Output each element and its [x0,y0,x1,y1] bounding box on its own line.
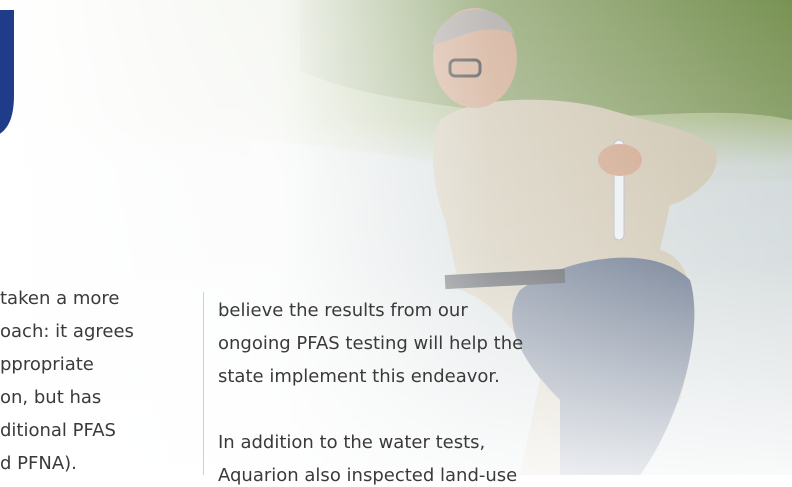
text-line: taken a more [0,288,119,310]
page: taken a more oach: it agrees ppropriate on,… [0,0,792,475]
text-line: state implement this endeavor. [218,366,500,388]
text-line: ditional PFAS [0,420,116,442]
text-line: oach: it agrees [0,321,134,343]
fade-overlay-bottom [0,0,792,475]
text-line: In addition to the water tests, [218,432,485,454]
text-line: Aquarion also inspected land-use [218,465,517,487]
text-line: ongoing PFAS testing will help the [218,333,523,355]
text-line: ppropriate [0,354,94,376]
column-divider [203,292,204,475]
text-line: believe the results from our [218,300,468,322]
photo [0,0,792,475]
text-line: on, but has [0,387,101,409]
text-line: d PFNA). [0,453,77,475]
